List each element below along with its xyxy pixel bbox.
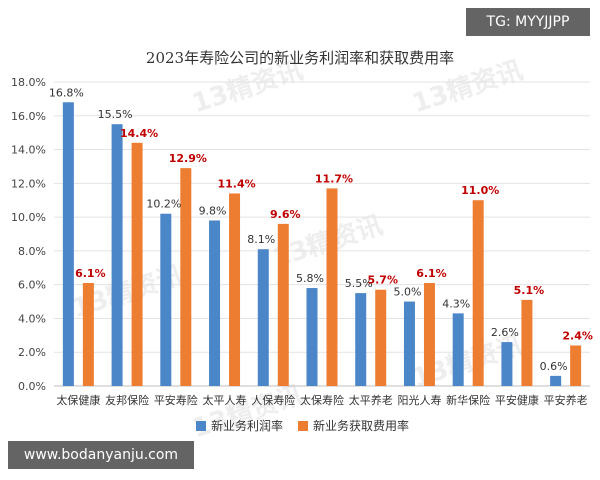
data-label-cost: 11.0% bbox=[461, 184, 499, 197]
x-tick-label: 太平养老 bbox=[349, 393, 393, 407]
data-label-margin: 16.8% bbox=[49, 86, 84, 99]
gridlines bbox=[54, 81, 590, 387]
legend-swatch-cost bbox=[298, 421, 308, 431]
site-watermark: www.bodanyanju.com bbox=[8, 441, 194, 469]
data-label-margin: 5.5% bbox=[345, 277, 373, 290]
data-label-margin: 0.6% bbox=[540, 360, 568, 373]
bar-acquisition-cost-rate bbox=[131, 142, 143, 386]
bar-acquisition-cost-rate bbox=[277, 223, 289, 386]
y-tick-label: 6.0% bbox=[18, 279, 46, 292]
bar-new-business-margin bbox=[501, 342, 513, 386]
data-label-margin: 5.8% bbox=[296, 272, 324, 285]
x-tick-label: 新华保险 bbox=[446, 393, 490, 407]
data-label-cost: 12.9% bbox=[169, 152, 207, 165]
x-tick-label: 太平人寿 bbox=[203, 393, 247, 407]
bar-acquisition-cost-rate bbox=[229, 193, 241, 386]
y-tick-label: 4.0% bbox=[18, 312, 46, 325]
bar-new-business-margin bbox=[209, 220, 221, 386]
bar-acquisition-cost-rate bbox=[521, 299, 533, 386]
x-tick-label: 人保寿险 bbox=[251, 393, 295, 407]
y-tick-label: 14.0% bbox=[11, 144, 46, 157]
y-tick-label: 18.0% bbox=[11, 76, 46, 89]
data-label-cost: 5.1% bbox=[514, 284, 545, 297]
tg-watermark: TG: MYYJJPP bbox=[466, 8, 590, 36]
bar-acquisition-cost-rate bbox=[423, 282, 435, 386]
watermark-logo: 13精资讯 bbox=[189, 380, 307, 444]
bar-new-business-margin bbox=[355, 293, 367, 386]
data-label-margin: 4.3% bbox=[442, 297, 470, 310]
y-tick-label: 2.0% bbox=[18, 346, 46, 359]
bar-new-business-margin bbox=[257, 249, 269, 386]
legend-swatch-margin bbox=[196, 421, 206, 431]
legend: 新业务利润率 新业务获取费用率 bbox=[196, 418, 409, 433]
bar-new-business-margin bbox=[62, 102, 74, 387]
data-label-margin: 15.5% bbox=[98, 108, 133, 121]
bar-acquisition-cost-rate bbox=[180, 168, 192, 386]
bar-new-business-margin bbox=[403, 301, 415, 386]
x-tick-label: 平安养老 bbox=[544, 393, 588, 407]
bar-new-business-margin bbox=[550, 375, 562, 386]
legend-label-cost: 新业务获取费用率 bbox=[313, 418, 409, 433]
bar-acquisition-cost-rate bbox=[82, 282, 94, 386]
x-tick-label: 阳光人寿 bbox=[397, 393, 441, 407]
data-label-cost: 5.7% bbox=[367, 274, 398, 287]
y-tick-label: 8.0% bbox=[18, 245, 46, 258]
x-tick-label: 平安健康 bbox=[495, 393, 539, 407]
data-label-margin: 8.1% bbox=[247, 233, 275, 246]
y-axis-ticks: 0.0% 2.0% 4.0% 6.0% 8.0% 10.0% 12.0% 14.0% 16.0%… bbox=[11, 76, 46, 393]
bar-new-business-margin bbox=[306, 288, 318, 386]
data-label-margin: 5.0% bbox=[393, 286, 421, 299]
bar-acquisition-cost-rate bbox=[375, 289, 387, 386]
data-label-margin: 2.6% bbox=[491, 326, 519, 339]
bars bbox=[62, 102, 582, 387]
data-label-cost: 11.7% bbox=[315, 172, 353, 185]
y-tick-label: 10.0% bbox=[11, 211, 46, 224]
x-tick-label: 太保寿险 bbox=[300, 393, 344, 407]
data-label-cost: 6.1% bbox=[75, 267, 106, 280]
y-tick-label: 0.0% bbox=[18, 380, 46, 393]
y-tick-label: 12.0% bbox=[11, 177, 46, 190]
bar-new-business-margin bbox=[160, 213, 172, 386]
bar-acquisition-cost-rate bbox=[326, 188, 338, 386]
bar-new-business-margin bbox=[452, 313, 464, 386]
bar-new-business-margin bbox=[111, 124, 123, 386]
x-tick-label: 平安寿险 bbox=[154, 393, 198, 407]
bar-acquisition-cost-rate bbox=[570, 345, 582, 386]
bar-acquisition-cost-rate bbox=[472, 200, 484, 386]
data-label-cost: 2.4% bbox=[562, 329, 593, 342]
data-label-margin: 10.2% bbox=[146, 198, 181, 211]
data-label-cost: 14.4% bbox=[120, 127, 158, 140]
data-label-margin: 9.8% bbox=[199, 204, 227, 217]
data-labels: 16.8% 6.1% 15.5% 14.4% 10.2% 12.9% 9.8% 11.4% 8.… bbox=[49, 86, 593, 373]
data-label-cost: 11.4% bbox=[217, 177, 255, 190]
x-tick-label: 太保健康 bbox=[56, 393, 100, 407]
x-tick-label: 友邦保险 bbox=[105, 393, 149, 407]
legend-label-margin: 新业务利润率 bbox=[211, 418, 283, 433]
data-label-cost: 6.1% bbox=[416, 267, 447, 280]
data-label-cost: 9.6% bbox=[270, 208, 301, 221]
chart-title: 2023年寿险公司的新业务利润率和获取费用率 bbox=[146, 49, 454, 67]
x-axis-ticks: 太保健康 友邦保险 平安寿险 太平人寿 人保寿险 太保寿险 太平养老 阳光人寿 新华保险 平安健康… bbox=[56, 393, 587, 407]
y-tick-label: 16.0% bbox=[11, 110, 46, 123]
